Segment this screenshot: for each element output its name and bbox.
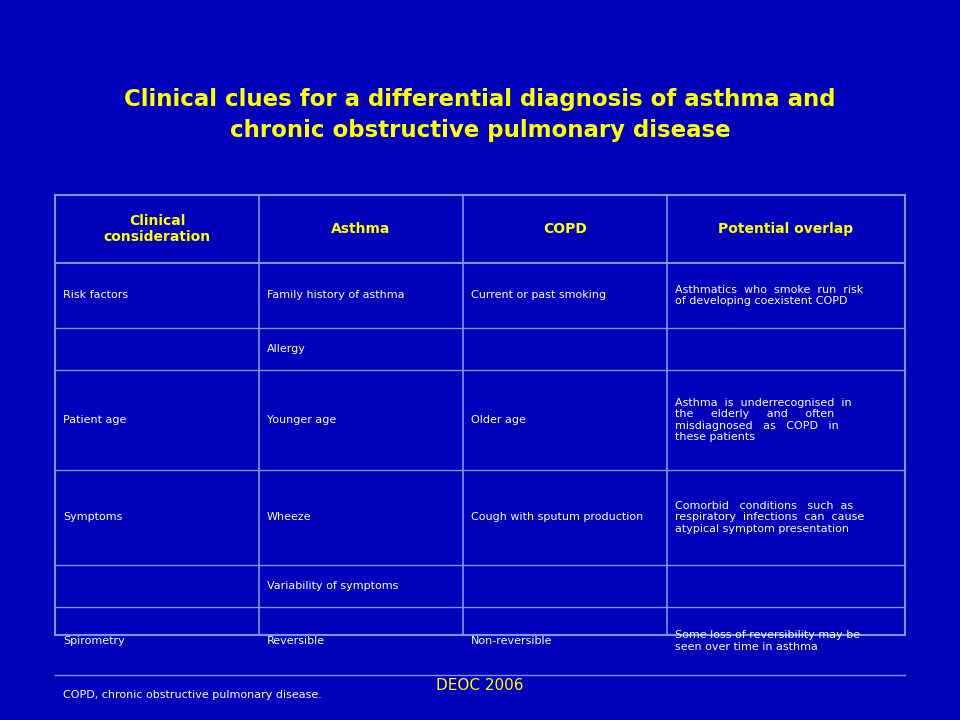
Text: Asthma  is  underrecognised  in
the     elderly     and     often
misdiagnosed  : Asthma is underrecognised in the elderly… [675,397,852,442]
Text: Asthma: Asthma [331,222,391,236]
Text: Variability of symptoms: Variability of symptoms [267,581,398,591]
Text: COPD: COPD [543,222,587,236]
Text: Some loss of reversibility may be
seen over time in asthma: Some loss of reversibility may be seen o… [675,630,860,652]
Text: Comorbid   conditions   such  as
respiratory  infections  can  cause
atypical sy: Comorbid conditions such as respiratory … [675,501,864,534]
Text: Risk factors: Risk factors [63,290,128,300]
Text: Symptoms: Symptoms [63,513,122,523]
Text: DEOC 2006: DEOC 2006 [436,678,524,693]
Text: COPD, chronic obstructive pulmonary disease.: COPD, chronic obstructive pulmonary dise… [63,690,322,700]
Text: Older age: Older age [471,415,526,425]
Text: Younger age: Younger age [267,415,336,425]
Text: Wheeze: Wheeze [267,513,312,523]
Text: Clinical clues for a differential diagnosis of asthma and
chronic obstructive pu: Clinical clues for a differential diagno… [124,89,836,142]
Text: Asthmatics  who  smoke  run  risk
of developing coexistent COPD: Asthmatics who smoke run risk of develop… [675,284,863,306]
Text: Non-reversible: Non-reversible [471,636,553,646]
Text: Family history of asthma: Family history of asthma [267,290,404,300]
Text: Current or past smoking: Current or past smoking [471,290,606,300]
Text: Reversible: Reversible [267,636,325,646]
Text: Allergy: Allergy [267,344,306,354]
Text: Cough with sputum production: Cough with sputum production [471,513,643,523]
Text: Spirometry: Spirometry [63,636,125,646]
Text: Clinical
consideration: Clinical consideration [104,214,210,244]
Bar [55,195,905,635]
Text: Potential overlap: Potential overlap [718,222,853,236]
Text: Patient age: Patient age [63,415,127,425]
